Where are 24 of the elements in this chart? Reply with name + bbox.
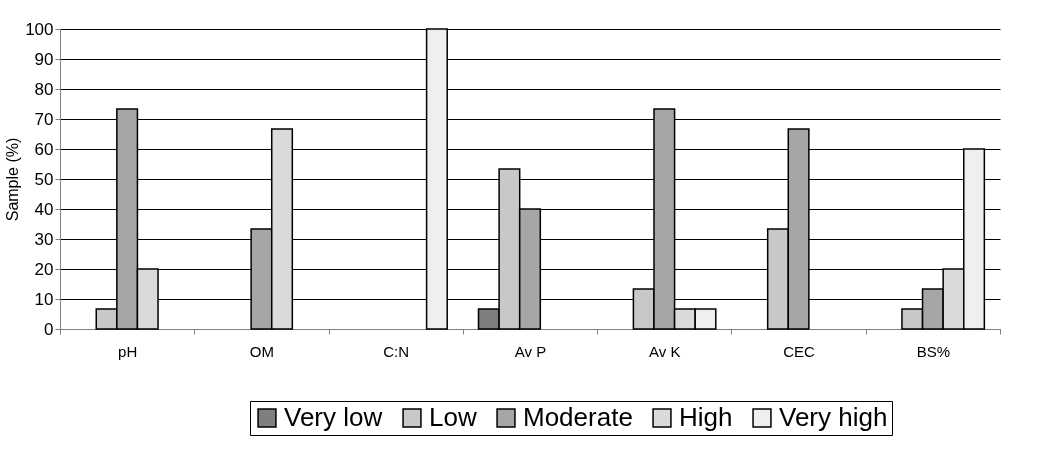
x-tick-label: pH xyxy=(118,342,138,360)
y-tick-label: 80 xyxy=(34,79,54,99)
legend-label: Very high xyxy=(779,402,888,432)
legend-label: High xyxy=(679,402,733,432)
y-tick-label: 40 xyxy=(34,199,54,219)
x-tick-label: BS% xyxy=(916,342,951,360)
x-tick-label: Av P xyxy=(514,342,547,360)
y-tick-label: 20 xyxy=(34,259,54,279)
y-tick-label: 70 xyxy=(34,109,54,129)
legend-label: Low xyxy=(429,402,477,432)
y-tick-label: 90 xyxy=(34,49,54,69)
x-tick-label: OM xyxy=(249,342,275,360)
x-tick-label: Av K xyxy=(649,342,681,360)
y-tick-label: 0 xyxy=(44,319,54,339)
y-tick-label: 100 xyxy=(25,19,54,39)
y-tick-label: 60 xyxy=(34,139,54,159)
y-axis-title: Sample (%) xyxy=(4,137,22,222)
x-tick-label: CEC xyxy=(783,342,816,360)
x-tick-label: C:N xyxy=(383,342,410,360)
y-tick-label: 10 xyxy=(34,289,54,309)
legend-label: Very low xyxy=(284,402,383,432)
y-tick-label: 50 xyxy=(34,169,54,189)
legend-label: Moderate xyxy=(523,402,633,432)
y-tick-label: 30 xyxy=(34,229,54,249)
